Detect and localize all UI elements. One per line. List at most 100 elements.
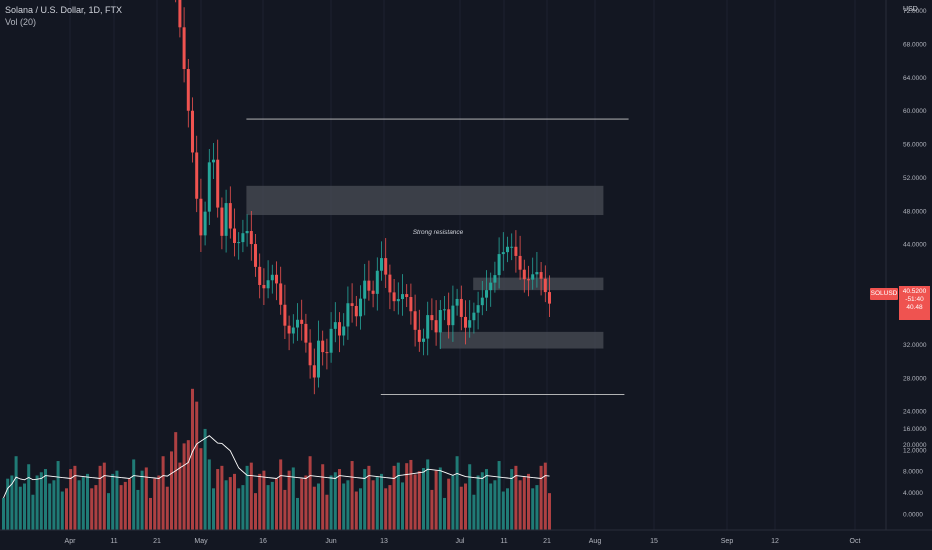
volume-bar — [39, 472, 43, 530]
candle-up — [485, 290, 488, 298]
candle-down — [548, 292, 551, 304]
time-tick: Sep — [721, 538, 734, 545]
candle-up — [535, 272, 539, 275]
candle-down — [384, 258, 388, 275]
volume-bar — [405, 463, 409, 530]
candle-up — [501, 252, 505, 255]
time-tick: 12 — [771, 538, 779, 545]
zones — [246, 185, 604, 349]
volume-bar — [153, 478, 157, 530]
last-price-tag: 40.5200 -51:40 40.48 — [899, 286, 930, 320]
volume-bar — [409, 459, 413, 530]
candle-down — [430, 315, 434, 321]
price-tick: 52.0000 — [903, 175, 927, 182]
volume-bar — [199, 448, 203, 530]
volume-bar — [300, 478, 304, 530]
time-tick: Apr — [65, 538, 77, 545]
horizontal-lines — [246, 118, 629, 395]
candle-up — [359, 298, 362, 317]
volume-bar — [228, 477, 232, 530]
candle-up — [266, 280, 270, 289]
volume-bar — [472, 494, 476, 530]
volume-bar — [485, 469, 488, 530]
volume-bar — [342, 483, 346, 530]
volume-bar — [371, 480, 375, 530]
volume-bar — [296, 497, 299, 530]
time-tick: 21 — [543, 538, 551, 545]
volume-bar — [434, 470, 438, 530]
chart-legend: Solana / U.S. Dollar, 1D, FTX Vol (20) — [5, 4, 122, 28]
volume-bar — [86, 473, 89, 530]
volume-bar — [464, 483, 467, 530]
volume-bar — [182, 443, 186, 530]
price-tick: 12.0000 — [903, 447, 927, 454]
candle-down — [417, 329, 421, 342]
candle-down — [262, 284, 266, 289]
candle-down — [182, 27, 186, 70]
candle-up — [224, 203, 228, 236]
candle-up — [472, 312, 476, 321]
candle-up — [468, 320, 472, 328]
volume-bar — [497, 461, 501, 530]
volume-bar — [44, 469, 47, 530]
volume-bar — [56, 461, 60, 530]
volume-bar — [535, 485, 539, 530]
volume-bar — [23, 483, 26, 530]
candle-down — [325, 352, 329, 354]
candle-down — [233, 228, 236, 243]
volume-bar — [14, 456, 18, 530]
volume-bar — [438, 467, 442, 530]
volume-bar — [522, 477, 526, 530]
volume-bar — [346, 480, 350, 530]
time-tick: Jul — [456, 538, 465, 545]
candle-down — [249, 231, 253, 245]
candle-down — [527, 279, 530, 281]
volume-bar — [501, 491, 505, 530]
time-tick: Oct — [850, 538, 861, 545]
price-tick: 24.0000 — [903, 409, 927, 416]
volume-bar — [430, 489, 434, 530]
volume-ma-line — [3, 435, 550, 499]
candle-up — [245, 231, 249, 234]
candle-up — [375, 270, 379, 294]
symbol-line[interactable]: Solana / U.S. Dollar, 1D, FTX — [5, 5, 123, 15]
time-tick: 13 — [380, 538, 388, 545]
volume-bar — [548, 493, 551, 530]
candle-up — [329, 328, 333, 353]
candle-down — [413, 311, 417, 330]
candle-up — [451, 305, 455, 326]
volume-bar — [224, 480, 228, 530]
price-tick: 16.0000 — [903, 426, 927, 433]
candle-up — [489, 282, 493, 291]
volume-bar — [212, 488, 215, 530]
volume-bar — [312, 486, 316, 530]
candle-up — [497, 254, 501, 276]
candle-down — [254, 244, 257, 267]
candle-up — [342, 326, 346, 336]
volume-bar — [216, 469, 220, 530]
volume-bar — [266, 485, 270, 530]
volume-bar — [94, 485, 98, 530]
volume-bar — [170, 451, 173, 530]
time-tick: 21 — [153, 538, 161, 545]
volume-bar — [195, 401, 199, 530]
candle-down — [371, 290, 375, 294]
candle-up — [237, 242, 241, 244]
volume-bar — [178, 462, 182, 530]
candle-down — [321, 340, 325, 353]
candle-down — [392, 292, 396, 302]
volume-bar — [283, 489, 287, 530]
volume-legend[interactable]: Vol (20) — [5, 17, 37, 27]
time-axis: Apr 11 21 May 16 Jun 13 Jul 11 21 Aug 15 Sep 12 Oct — [65, 538, 861, 545]
volume-bar — [233, 473, 236, 530]
candle-down — [447, 309, 451, 326]
volume-bar — [10, 475, 14, 530]
candle-down — [514, 246, 518, 256]
candle-up — [396, 299, 400, 302]
candle-down — [308, 342, 312, 366]
volume-bar — [207, 459, 211, 530]
price-tick: 4.0000 — [903, 490, 923, 497]
volume-bar — [401, 482, 404, 530]
volume-bar — [388, 485, 392, 530]
